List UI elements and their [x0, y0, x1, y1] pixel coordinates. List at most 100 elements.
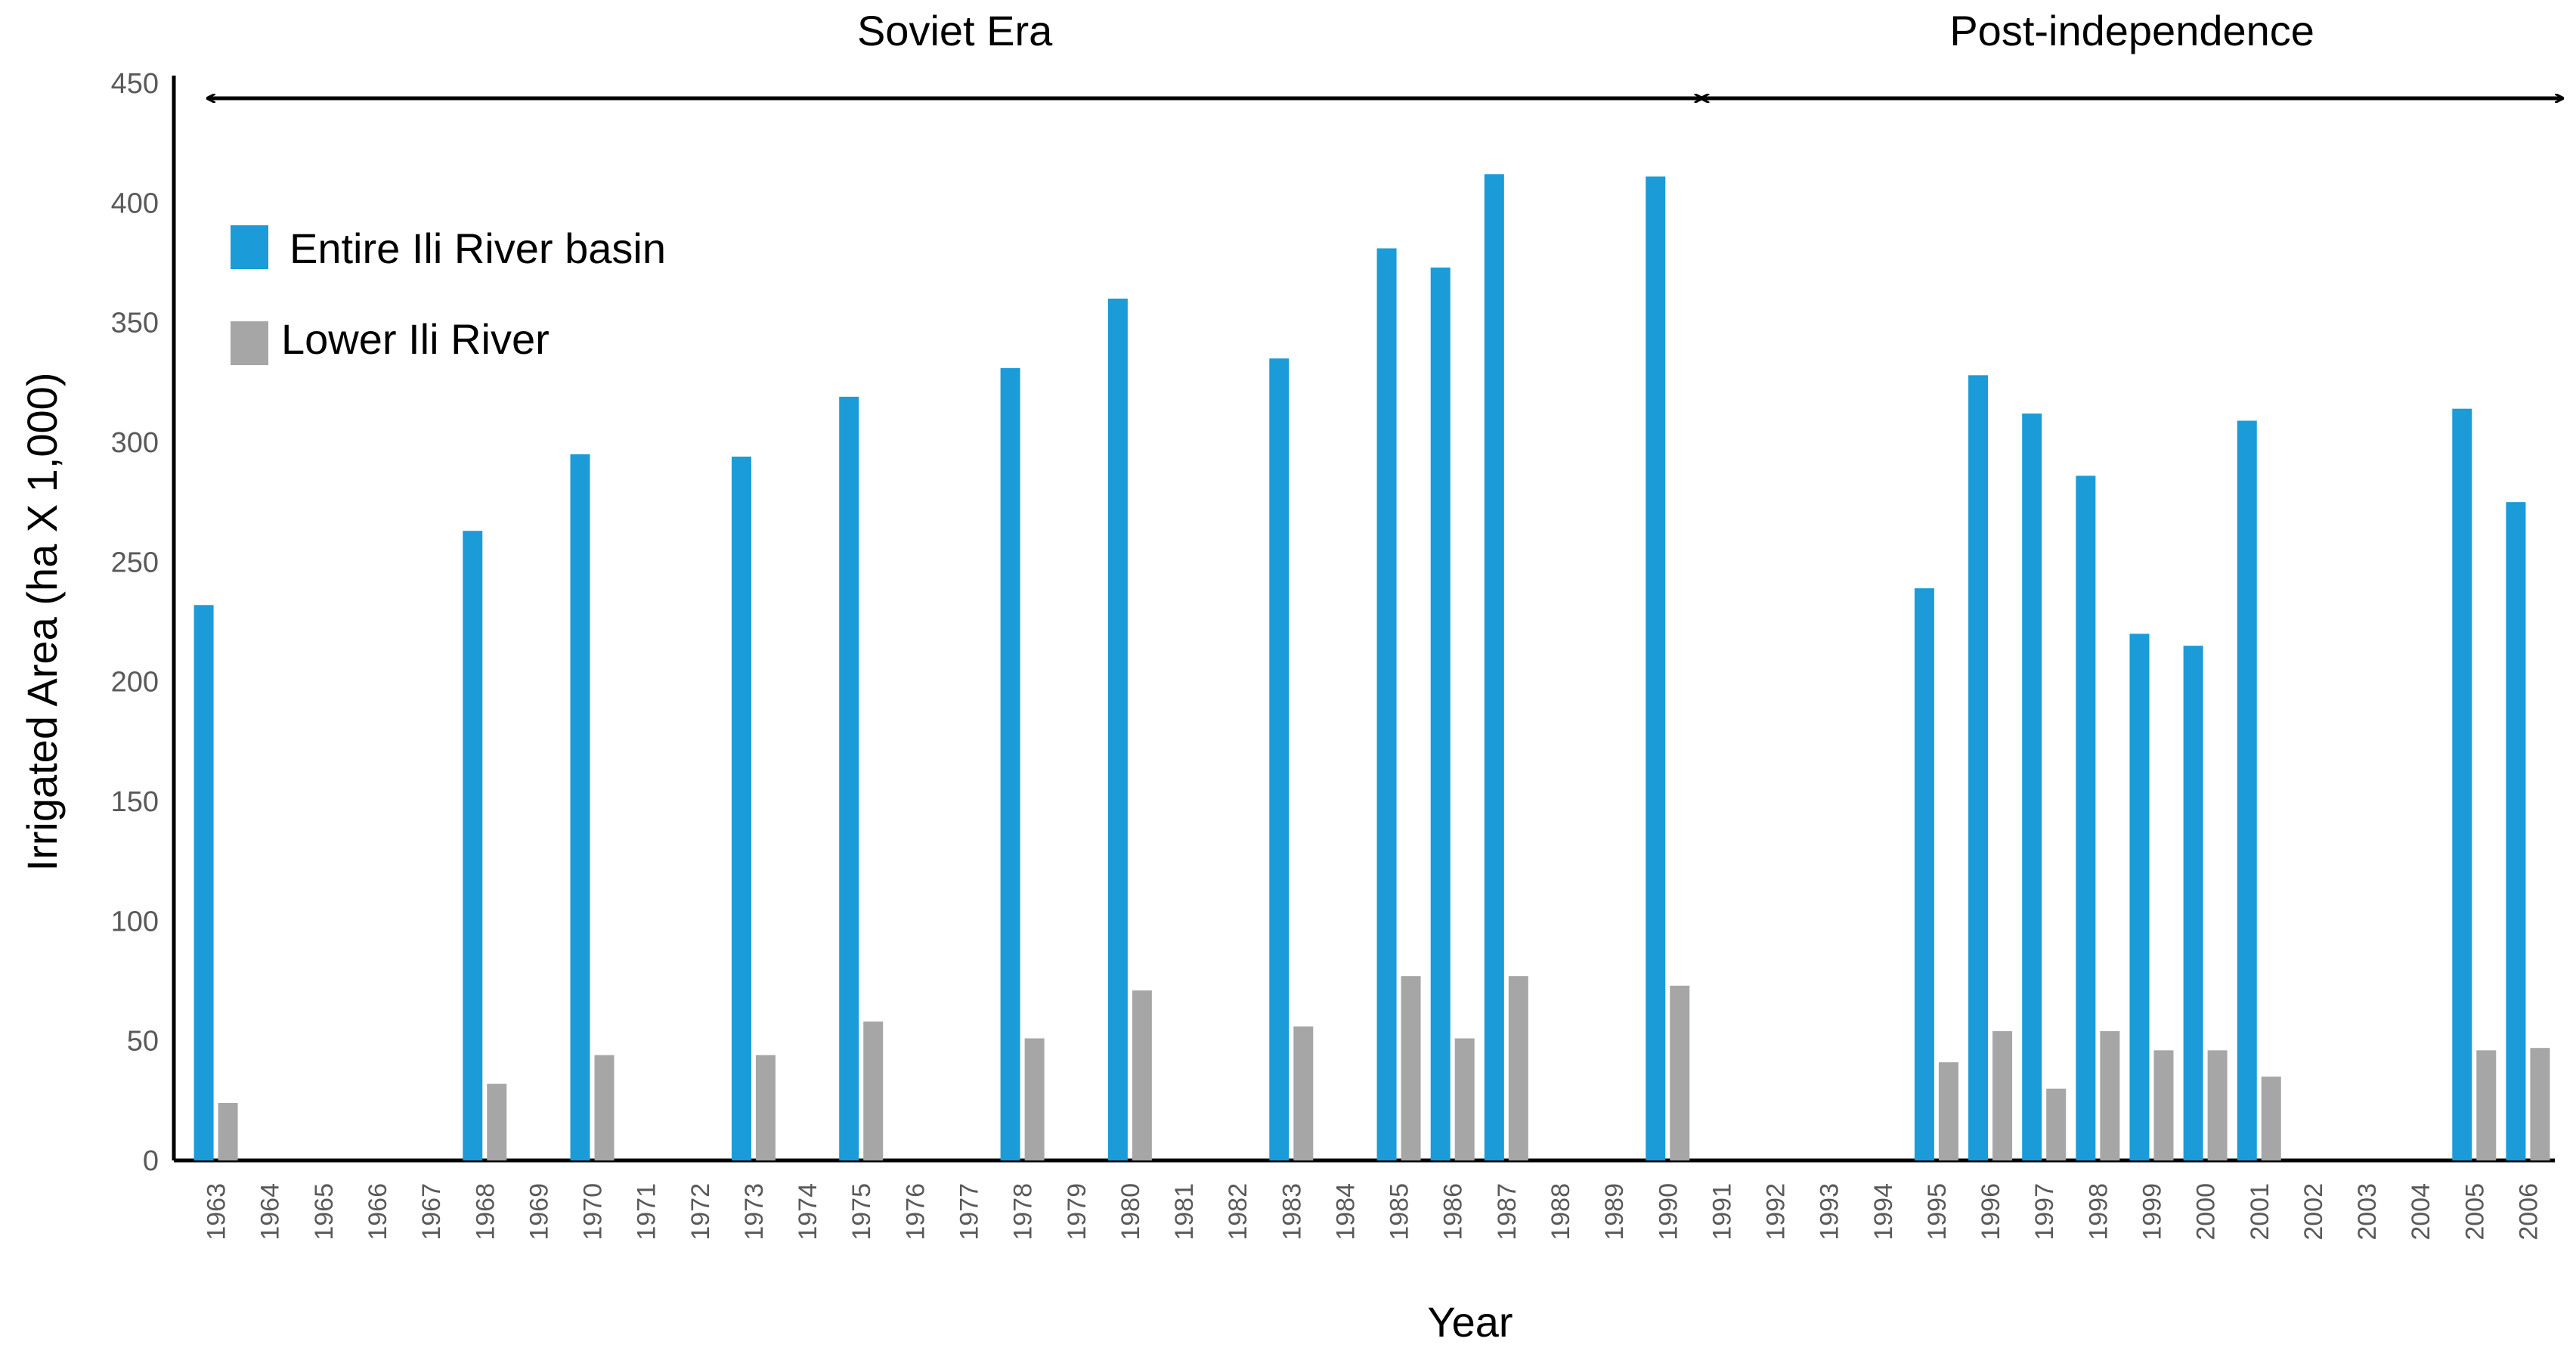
bar-entire-basin-1970 [570, 454, 590, 1160]
x-tick-label: 1992 [1762, 1183, 1791, 1241]
x-tick-label: 1987 [1493, 1183, 1522, 1241]
bar-lower-ili-1975 [863, 1021, 884, 1160]
bar-lower-ili-1986 [1454, 1038, 1475, 1160]
bar-lower-ili-1983 [1293, 1026, 1314, 1160]
bar-entire-basin-2001 [2237, 420, 2257, 1160]
bar-lower-ili-1985 [1401, 976, 1421, 1160]
period-label: Post-independence [1949, 7, 2314, 54]
bar-entire-basin-1997 [2022, 414, 2042, 1160]
bar-entire-basin-1973 [731, 457, 751, 1160]
bar-lower-ili-1980 [1132, 990, 1152, 1160]
x-tick-label: 1975 [847, 1183, 876, 1241]
y-tick-label: 350 [111, 308, 159, 339]
bar-entire-basin-1983 [1269, 358, 1290, 1161]
bar-entire-basin-2000 [2183, 646, 2203, 1160]
bar-lower-ili-1997 [2046, 1089, 2067, 1160]
x-tick-label: 1967 [417, 1183, 446, 1241]
bar-entire-basin-1998 [2076, 476, 2096, 1160]
x-tick-label: 1985 [1386, 1183, 1414, 1241]
x-tick-label: 1971 [633, 1183, 661, 1241]
x-tick-label: 1977 [955, 1183, 983, 1241]
y-tick-label: 450 [111, 68, 159, 100]
legend-label: Lower Ili River [281, 315, 550, 363]
bar-lower-ili-2001 [2261, 1077, 2281, 1160]
period-label: Soviet Era [857, 7, 1053, 54]
bar-entire-basin-1999 [2129, 634, 2150, 1160]
bar-lower-ili-1973 [755, 1055, 776, 1160]
x-tick-label: 2006 [2514, 1183, 2543, 1241]
x-axis-title: Year [1427, 1298, 1512, 1346]
bar-lower-ili-1995 [1938, 1062, 1958, 1160]
legend-label: Entire Ili River basin [289, 225, 666, 272]
bar-entire-basin-1975 [839, 396, 859, 1160]
bar-lower-ili-1998 [2100, 1031, 2120, 1160]
legend-swatch [231, 321, 268, 365]
y-tick-label: 250 [111, 547, 159, 578]
bar-entire-basin-1968 [463, 531, 483, 1160]
bar-lower-ili-1978 [1024, 1038, 1045, 1160]
bar-entire-basin-1996 [1968, 375, 1989, 1160]
legend: Entire Ili River basin Lower Ili River [231, 225, 666, 365]
bar-lower-ili-2005 [2476, 1050, 2497, 1160]
x-tick-label: 1968 [471, 1183, 500, 1241]
y-tick-label: 50 [127, 1026, 159, 1058]
x-tick-label: 2002 [2299, 1183, 2328, 1241]
x-tick-label: 2003 [2353, 1183, 2382, 1241]
x-tick-label: 1986 [1439, 1183, 1468, 1241]
x-tick-label: 1994 [1869, 1183, 1898, 1241]
x-tick-label: 1980 [1116, 1183, 1145, 1241]
x-tick-label: 1995 [1923, 1183, 1952, 1241]
bar-entire-basin-1987 [1484, 174, 1504, 1160]
x-tick-label: 1972 [686, 1183, 715, 1241]
y-tick-label: 100 [111, 906, 159, 937]
x-tick-label: 1988 [1547, 1183, 1575, 1241]
x-tick-label: 1978 [1009, 1183, 1038, 1241]
x-tick-label: 1979 [1063, 1183, 1091, 1241]
x-tick-label: 1993 [1816, 1183, 1844, 1241]
bar-lower-ili-2000 [2207, 1050, 2228, 1160]
bar-entire-basin-1963 [194, 605, 214, 1160]
bar-entire-basin-2005 [2452, 408, 2472, 1160]
bar-entire-basin-1978 [1000, 367, 1020, 1160]
x-tick-label: 1966 [364, 1183, 392, 1241]
y-tick-label: 400 [111, 187, 159, 219]
bar-entire-basin-1995 [1914, 588, 1934, 1160]
x-tick-label: 1965 [310, 1183, 339, 1241]
bar-entire-basin-1980 [1107, 299, 1128, 1160]
x-tick-label: 1991 [1708, 1183, 1736, 1241]
x-tick-label: 2000 [2192, 1183, 2221, 1241]
x-tick-label: 1998 [2084, 1183, 2113, 1241]
y-tick-label: 0 [143, 1145, 159, 1177]
bar-lower-ili-1970 [594, 1055, 615, 1160]
period-annotations: Soviet Era Post-independence [208, 7, 2562, 98]
bar-entire-basin-2006 [2506, 502, 2526, 1160]
x-tick-label: 1982 [1224, 1183, 1252, 1241]
x-tick-label: 1990 [1654, 1183, 1683, 1241]
bar-entire-basin-1985 [1376, 248, 1397, 1160]
x-tick-label: 1997 [2030, 1183, 2059, 1241]
x-tick-label: 1984 [1331, 1183, 1360, 1241]
x-tick-label: 1969 [525, 1183, 553, 1241]
x-tick-label: 1963 [203, 1183, 231, 1241]
x-tick-label: 1973 [740, 1183, 769, 1241]
y-tick-label: 200 [111, 667, 159, 699]
bar-lower-ili-2006 [2530, 1048, 2550, 1160]
y-tick-label: 300 [111, 427, 159, 459]
x-tick-label: 1996 [1977, 1183, 2005, 1241]
bar-lower-ili-1968 [487, 1083, 507, 1160]
legend-swatch [231, 225, 268, 269]
bar-lower-ili-1963 [218, 1103, 238, 1160]
x-tick-label: 1970 [579, 1183, 608, 1241]
x-tick-label: 1983 [1277, 1183, 1306, 1241]
x-tick-label: 1989 [1600, 1183, 1629, 1241]
bars-layer [194, 174, 2550, 1161]
x-tick-label: 1964 [256, 1183, 285, 1241]
x-tick-label: 1976 [901, 1183, 930, 1241]
labels-layer: 1963 1964 1965 1966 1967 1968 1969 1970 1971 1972… [203, 1183, 2543, 1241]
y-axis-title: Irrigated Area (ha X 1,000) [18, 373, 66, 872]
bar-lower-ili-1990 [1670, 985, 1690, 1160]
x-tick-label: 2005 [2460, 1183, 2489, 1241]
bar-entire-basin-1986 [1430, 267, 1451, 1160]
